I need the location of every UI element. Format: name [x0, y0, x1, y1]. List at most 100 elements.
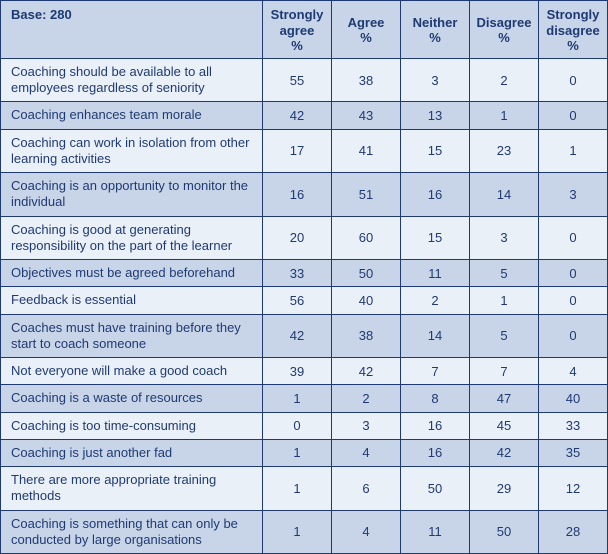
value-cell: 5 [470, 260, 539, 287]
col-header-unit: % [498, 30, 510, 46]
value-cell: 23 [470, 129, 539, 173]
table-row: Coaching should be available to all empl… [1, 58, 608, 102]
value-cell: 16 [401, 439, 470, 466]
value-cell: 16 [401, 412, 470, 439]
value-cell: 20 [263, 216, 332, 260]
base-header: Base: 280 [1, 1, 263, 59]
value-cell: 42 [470, 439, 539, 466]
table-row: Coaching is something that can only be c… [1, 510, 608, 554]
value-cell: 4 [539, 358, 608, 385]
value-cell: 1 [470, 287, 539, 314]
table-header: Base: 280 Strongly agree % Agree % [1, 1, 608, 59]
value-cell: 3 [539, 173, 608, 217]
value-cell: 6 [332, 467, 401, 511]
table-row: Coaching enhances team morale42431310 [1, 102, 608, 129]
value-cell: 0 [539, 314, 608, 358]
value-cell: 5 [470, 314, 539, 358]
survey-table-container: Base: 280 Strongly agree % Agree % [0, 0, 608, 554]
col-header-strongly-agree: Strongly agree % [263, 1, 332, 59]
table-row: Coaching is good at generating responsib… [1, 216, 608, 260]
value-cell: 2 [470, 58, 539, 102]
table-row: Coaching is a waste of resources1284740 [1, 385, 608, 412]
value-cell: 0 [539, 287, 608, 314]
col-header-unit: % [291, 38, 303, 54]
statement-cell: Feedback is essential [1, 287, 263, 314]
col-header-agree: Agree % [332, 1, 401, 59]
statement-cell: Objectives must be agreed beforehand [1, 260, 263, 287]
value-cell: 15 [401, 129, 470, 173]
value-cell: 1 [263, 439, 332, 466]
value-cell: 38 [332, 58, 401, 102]
value-cell: 0 [539, 260, 608, 287]
col-header-line1: Neither [413, 15, 458, 31]
value-cell: 42 [263, 314, 332, 358]
statement-cell: Coaching should be available to all empl… [1, 58, 263, 102]
col-header-unit: % [567, 38, 579, 54]
col-header-line1: Agree [348, 15, 385, 31]
value-cell: 45 [470, 412, 539, 439]
value-cell: 0 [539, 58, 608, 102]
value-cell: 2 [332, 385, 401, 412]
col-header-neither: Neither % [401, 1, 470, 59]
value-cell: 16 [263, 173, 332, 217]
value-cell: 56 [263, 287, 332, 314]
statement-cell: Coaching is too time-consuming [1, 412, 263, 439]
table-row: Objectives must be agreed beforehand33 50… [1, 260, 608, 287]
value-cell: 35 [539, 439, 608, 466]
value-cell: 28 [539, 510, 608, 554]
value-cell: 12 [539, 467, 608, 511]
table-row: Coaches must have training before they s… [1, 314, 608, 358]
value-cell: 55 [263, 58, 332, 102]
value-cell: 60 [332, 216, 401, 260]
col-header-line1: Strongly [547, 7, 600, 23]
value-cell: 1 [470, 102, 539, 129]
table-row: Coaching can work in isolation from othe… [1, 129, 608, 173]
value-cell: 3 [332, 412, 401, 439]
value-cell: 38 [332, 314, 401, 358]
value-cell: 1 [263, 385, 332, 412]
value-cell: 3 [470, 216, 539, 260]
value-cell: 42 [332, 358, 401, 385]
value-cell: 1 [263, 510, 332, 554]
value-cell: 42 [263, 102, 332, 129]
value-cell: 16 [401, 173, 470, 217]
table-row: There are more appropriate training meth… [1, 467, 608, 511]
value-cell: 51 [332, 173, 401, 217]
col-header-line2: disagree [546, 23, 599, 39]
statement-cell: Coaches must have training before they s… [1, 314, 263, 358]
statement-cell: Coaching is just another fad [1, 439, 263, 466]
value-cell: 1 [539, 129, 608, 173]
value-cell: 15 [401, 216, 470, 260]
value-cell: 0 [539, 102, 608, 129]
value-cell: 8 [401, 385, 470, 412]
table-row: Coaching is too time-consuming03164533 [1, 412, 608, 439]
value-cell: 11 [401, 510, 470, 554]
statement-cell: Coaching enhances team morale [1, 102, 263, 129]
col-header-strongly-disagree: Strongly disagree % [539, 1, 608, 59]
value-cell: 50 [470, 510, 539, 554]
value-cell: 1 [263, 467, 332, 511]
statement-cell: Coaching is an opportunity to monitor th… [1, 173, 263, 217]
value-cell: 40 [539, 385, 608, 412]
value-cell: 29 [470, 467, 539, 511]
value-cell: 3 [401, 58, 470, 102]
value-cell: 0 [539, 216, 608, 260]
value-cell: 17 [263, 129, 332, 173]
value-cell: 4 [332, 510, 401, 554]
value-cell: 40 [332, 287, 401, 314]
likert-table: Base: 280 Strongly agree % Agree % [0, 0, 608, 554]
statement-cell: Coaching is good at generating responsib… [1, 216, 263, 260]
statement-cell: Coaching can work in isolation from othe… [1, 129, 263, 173]
value-cell: 33 [263, 260, 332, 287]
value-cell: 43 [332, 102, 401, 129]
value-cell: 14 [401, 314, 470, 358]
value-cell: 7 [470, 358, 539, 385]
base-label: Base: 280 [11, 7, 72, 22]
value-cell: 0 [263, 412, 332, 439]
col-header-unit: % [360, 30, 372, 46]
col-header-disagree: Disagree % [470, 1, 539, 59]
col-header-unit: % [429, 30, 441, 46]
value-cell: 4 [332, 439, 401, 466]
statement-cell: Coaching is a waste of resources [1, 385, 263, 412]
value-cell: 2 [401, 287, 470, 314]
